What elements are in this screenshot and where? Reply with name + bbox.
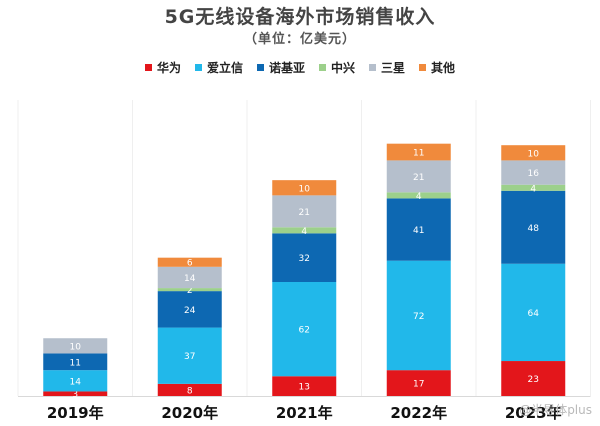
bar-segment — [272, 195, 337, 228]
data-label: 48 — [528, 224, 540, 234]
bar-segment — [272, 227, 337, 234]
data-label: 32 — [299, 254, 310, 264]
legend-swatch — [369, 64, 377, 71]
data-label: 62 — [299, 326, 310, 336]
bar-segment — [501, 263, 566, 362]
data-label: 72 — [413, 312, 424, 322]
data-label: 21 — [299, 208, 310, 218]
bar-segment — [386, 260, 451, 371]
data-label: 14 — [184, 274, 196, 284]
data-label: 8 — [187, 386, 193, 396]
legend-label: 中兴 — [331, 61, 356, 75]
data-label: 11 — [70, 358, 81, 368]
chart-legend: 华为 爱立信 诺基亚 中兴 三星 其他 — [0, 59, 600, 76]
data-label: 3 — [72, 390, 78, 400]
x-tick-label: 2020年 — [161, 404, 218, 422]
data-label: 21 — [413, 173, 424, 183]
legend-item: 诺基亚 — [256, 59, 305, 76]
bar-segment — [386, 143, 451, 161]
bar-segment — [43, 353, 108, 371]
chart-title: 5G无线设备海外市场销售收入 — [164, 6, 436, 28]
bar-segment — [272, 376, 337, 396]
data-label: 10 — [299, 184, 311, 194]
data-label: 10 — [528, 149, 540, 159]
bar-segment — [501, 361, 566, 396]
legend-label: 三星 — [381, 61, 406, 75]
bar-segment — [272, 180, 337, 196]
bar-segment — [386, 192, 451, 199]
legend-label: 华为 — [156, 61, 181, 75]
data-label: 41 — [413, 226, 424, 236]
legend-item: 中兴 — [319, 59, 355, 76]
bar-segment — [43, 370, 108, 392]
bar-segment — [157, 327, 222, 384]
legend-swatch — [144, 64, 152, 71]
bar-segment — [157, 266, 222, 289]
data-label: 6 — [187, 259, 193, 269]
bar-segment — [386, 198, 451, 261]
watermark: @半导体plus — [519, 403, 592, 417]
data-label: 4 — [416, 192, 422, 202]
legend-label: 其他 — [431, 61, 456, 75]
x-tick-label: 2022年 — [390, 404, 447, 422]
legend-swatch — [419, 64, 427, 71]
bar-segment — [386, 160, 451, 193]
data-label: 4 — [530, 184, 536, 194]
legend-item: 三星 — [369, 59, 405, 76]
bar-segment — [272, 282, 337, 377]
bar-segment — [43, 338, 108, 354]
data-label: 17 — [413, 380, 424, 390]
bar-segment — [157, 291, 222, 328]
legend-label: 诺基亚 — [268, 61, 305, 75]
legend-swatch — [194, 64, 202, 71]
bar-segment — [157, 288, 222, 292]
data-label: 23 — [528, 375, 539, 385]
bar-segment — [501, 190, 566, 264]
x-tick-label: 2023年 — [505, 404, 562, 422]
x-tick-label: 2019年 — [47, 404, 104, 422]
bar-segment — [157, 383, 222, 396]
data-label: 4 — [301, 227, 307, 237]
legend-swatch — [256, 64, 264, 71]
legend-item: 其他 — [419, 59, 455, 76]
bar-segment — [501, 184, 566, 191]
bar-segment — [386, 370, 451, 396]
data-label: 64 — [528, 309, 540, 319]
data-label: 37 — [184, 352, 195, 362]
data-label: 11 — [413, 149, 424, 159]
bar-segment — [272, 233, 337, 282]
x-tick-label: 2021年 — [276, 404, 333, 422]
data-label: 13 — [299, 383, 310, 393]
bar-segment — [157, 257, 222, 267]
bar-segment — [501, 160, 566, 185]
legend-item: 华为 — [144, 59, 181, 76]
data-label: 24 — [184, 306, 196, 316]
bar-segment — [43, 391, 108, 396]
legend-swatch — [319, 64, 326, 71]
bar-segment — [501, 145, 566, 161]
legend-item: 爱立信 — [194, 59, 243, 76]
data-label: 10 — [70, 342, 82, 352]
chart-subtitle: （单位：亿美元） — [243, 32, 356, 47]
legend-label: 爱立信 — [206, 61, 243, 75]
data-label: 2 — [187, 286, 193, 296]
data-label: 14 — [70, 377, 82, 387]
data-label: 16 — [528, 169, 540, 179]
